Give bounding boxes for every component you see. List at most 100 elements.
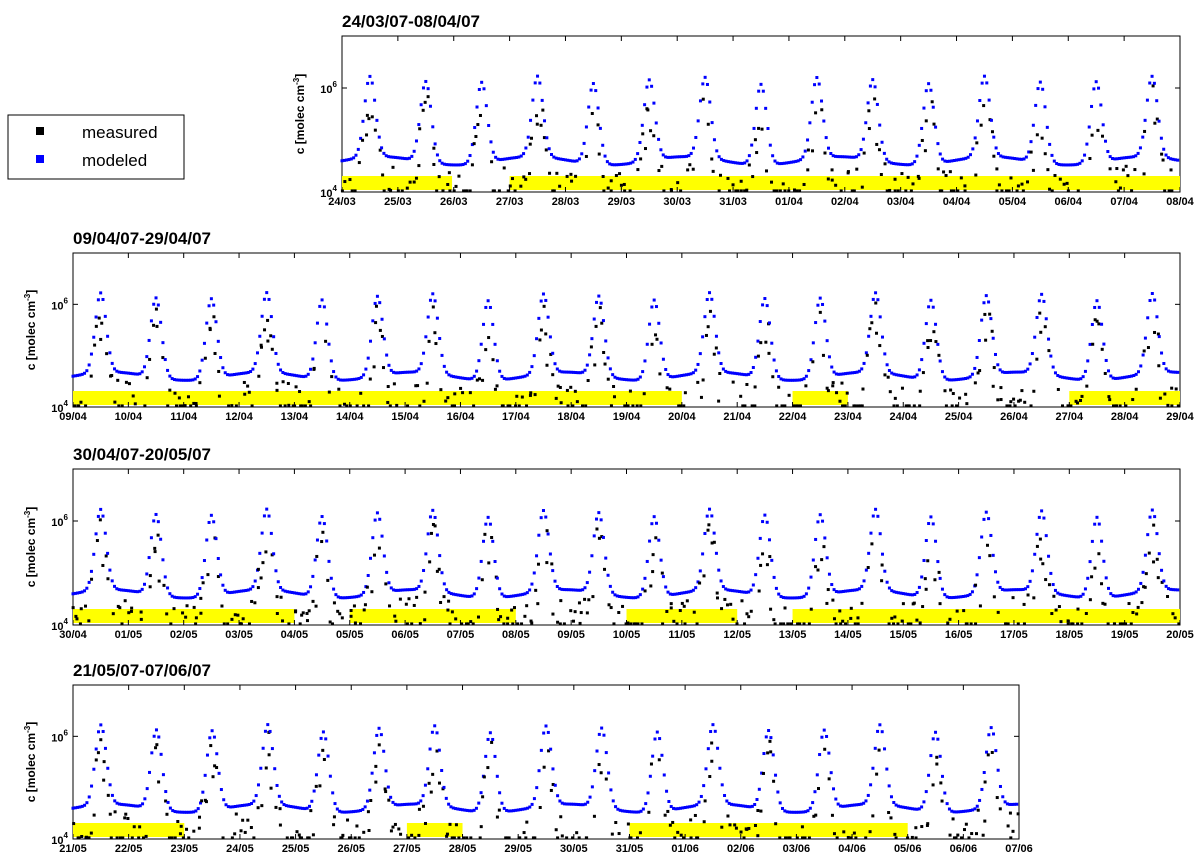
modeled-point [1017, 157, 1021, 161]
modeled-point [1117, 156, 1121, 160]
modeled-point [428, 298, 432, 302]
measured-point [782, 622, 786, 626]
modeled-point [290, 373, 294, 377]
measured-point [827, 777, 831, 781]
measured-point [904, 189, 908, 193]
modeled-point [736, 803, 740, 807]
measured-point [654, 536, 658, 540]
modeled-point [78, 591, 82, 595]
modeled-point [1026, 585, 1030, 589]
modeled-point [375, 294, 379, 298]
measured-point [522, 831, 526, 835]
modeled-point [305, 806, 309, 810]
modeled-point [491, 737, 495, 741]
measured-point [93, 343, 97, 347]
modeled-point [605, 160, 609, 164]
measured-point [324, 339, 328, 343]
measured-point [1127, 602, 1131, 606]
measured-point [155, 743, 159, 747]
modeled-point [83, 589, 87, 593]
x-tick-label: 22/04 [779, 411, 807, 423]
modeled-point [551, 569, 555, 573]
measured-point [1120, 622, 1124, 626]
measured-point [991, 384, 995, 388]
measured-point [448, 622, 452, 626]
modeled-point [203, 773, 207, 777]
modeled-point [435, 153, 439, 157]
modeled-point [1060, 593, 1064, 597]
modeled-point [633, 157, 637, 161]
modeled-point [691, 588, 695, 592]
measured-point [595, 527, 599, 531]
measured-point [367, 404, 371, 408]
measured-point [95, 539, 99, 543]
measured-point [1009, 176, 1013, 180]
measured-point [312, 367, 316, 371]
modeled-point [140, 370, 144, 374]
modeled-point [966, 376, 970, 380]
modeled-point [1010, 802, 1014, 806]
measured-point [609, 404, 613, 408]
modeled-point [136, 804, 140, 808]
y-tick-label: 106 [51, 296, 68, 312]
measured-point [261, 561, 265, 565]
modeled-point [470, 376, 474, 380]
measured-point [129, 609, 133, 613]
modeled-point [547, 147, 551, 151]
modeled-point [862, 361, 866, 365]
measured-point [609, 179, 613, 183]
measured-point [121, 836, 125, 840]
modeled-point [131, 589, 135, 593]
measured-point [974, 832, 978, 836]
measured-point [340, 836, 344, 840]
modeled-point [830, 365, 834, 369]
measured-point [450, 610, 454, 614]
measured-point [533, 836, 537, 840]
modeled-point [410, 370, 414, 374]
measured-point [417, 833, 421, 837]
modeled-point [518, 375, 522, 379]
modeled-point [438, 336, 442, 340]
modeled-point [435, 316, 439, 320]
modeled-point [484, 104, 488, 108]
measured-point [1020, 182, 1024, 186]
modeled-point [852, 155, 856, 159]
highlight-bar [629, 823, 908, 837]
modeled-point [817, 82, 821, 86]
modeled-point [442, 162, 446, 166]
measured-point [482, 775, 486, 779]
modeled-point [627, 810, 631, 814]
measured-point [118, 606, 122, 610]
modeled-point [728, 371, 732, 375]
modeled-point [491, 539, 495, 543]
measured-point [962, 828, 966, 832]
measured-point [507, 836, 511, 840]
measured-point [199, 596, 203, 600]
measured-point [949, 189, 953, 193]
measured-point [505, 836, 509, 840]
modeled-point [631, 160, 635, 164]
measured-point [1039, 557, 1043, 561]
modeled-point [957, 158, 961, 162]
x-tick-label: 08/04 [1166, 196, 1194, 208]
modeled-point [1120, 156, 1124, 160]
modeled-point [298, 806, 302, 810]
modeled-point [876, 298, 880, 302]
x-tick-label: 23/04 [834, 411, 862, 423]
modeled-point [1074, 595, 1078, 599]
measured-point [950, 404, 954, 408]
modeled-point [285, 372, 289, 376]
measured-point [551, 612, 555, 616]
modeled-point [611, 590, 615, 594]
measured-point [1155, 557, 1159, 561]
measured-point [623, 404, 627, 408]
modeled-point [682, 373, 686, 377]
measured-point [144, 834, 148, 838]
measured-point [1160, 152, 1164, 156]
modeled-point [664, 585, 668, 589]
modeled-point [619, 162, 623, 166]
modeled-point [422, 351, 426, 355]
modeled-point [1134, 372, 1138, 376]
modeled-point [927, 522, 931, 526]
measured-point [703, 799, 707, 803]
